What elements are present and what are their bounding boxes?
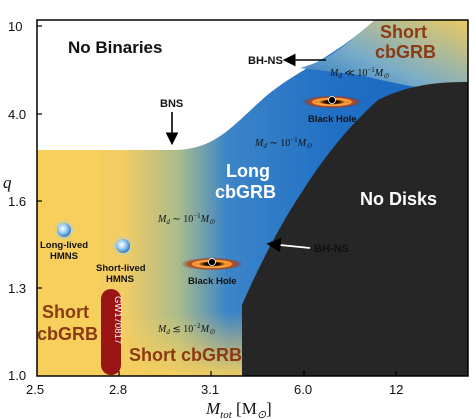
x-tick-label: 6.0 xyxy=(294,382,312,397)
bh-ns-mid-label: BH-NS xyxy=(314,243,349,255)
y-tick-label: 4.0 xyxy=(8,107,26,122)
x-axis xyxy=(118,371,397,376)
y-tick-label: 1.0 xyxy=(8,368,26,383)
short-lived-hmns-star-icon xyxy=(114,237,132,255)
bh-ns-top-label: BH-NS xyxy=(248,55,283,67)
short-grb-bottom-label: Short cbGRB xyxy=(129,345,242,365)
disk-mass-top: Md ≪ 10−1M⊙ xyxy=(329,66,389,80)
short-grb-left-label-1: Short xyxy=(42,302,89,322)
x-tick-label: 12 xyxy=(389,382,403,397)
x-tick-label: 2.5 xyxy=(26,382,44,397)
disk-mass-middle: Md ∼ 10−1M⊙ xyxy=(157,212,215,226)
y-tick-label: 10 xyxy=(8,19,22,34)
short-grb-left-label-2: cbGRB xyxy=(37,324,98,344)
x-axis-title: Mtot [M⊙] xyxy=(205,399,272,419)
y-axis xyxy=(37,25,42,289)
long-lived-hmns-label-2: HMNS xyxy=(50,251,78,262)
no-binaries-label: No Binaries xyxy=(68,38,162,57)
black-hole-top-label: Black Hole xyxy=(308,114,357,125)
short-lived-hmns-label-2: HMNS xyxy=(106,274,134,285)
no-disks-region xyxy=(242,82,468,376)
bns-label: BNS xyxy=(160,98,183,110)
x-tick-label: 2.8 xyxy=(109,382,127,397)
x-tick-label: 3.1 xyxy=(201,382,219,397)
gw170817-marker xyxy=(101,289,121,375)
bh-ns-mid-arrow xyxy=(266,237,311,253)
short-grb-left-region xyxy=(37,150,99,376)
y-axis-title: q xyxy=(3,173,12,192)
short-grb-top-label-1: Short xyxy=(380,22,427,42)
short-grb-top-label-2: cbGRB xyxy=(375,42,436,62)
disk-mass-bottom: Md ≲ 10−2M⊙ xyxy=(157,322,215,336)
plot-frame xyxy=(36,19,469,377)
short-grb-top-region xyxy=(300,20,468,95)
black-hole-top-icon xyxy=(302,95,362,109)
black-hole-mid-icon xyxy=(181,257,243,271)
disk-mass-upper: Md ∼ 10−1M⊙ xyxy=(254,136,312,150)
black-hole-mid-label: Black Hole xyxy=(188,276,237,287)
short-lived-hmns-label-1: Short-lived xyxy=(96,263,146,274)
long-lived-hmns-star-icon xyxy=(55,221,73,239)
long-grb-label-1: Long xyxy=(226,161,270,181)
y-tick-label: 1.6 xyxy=(8,194,26,209)
gw170817-label: GW170817 xyxy=(112,296,123,344)
long-lived-hmns-label-1: Long-lived xyxy=(40,240,88,251)
no-disks-label: No Disks xyxy=(360,189,437,209)
long-grb-label-2: cbGRB xyxy=(215,182,276,202)
short-grb-bottom-fade xyxy=(100,260,260,376)
y-tick-label: 1.3 xyxy=(8,281,26,296)
